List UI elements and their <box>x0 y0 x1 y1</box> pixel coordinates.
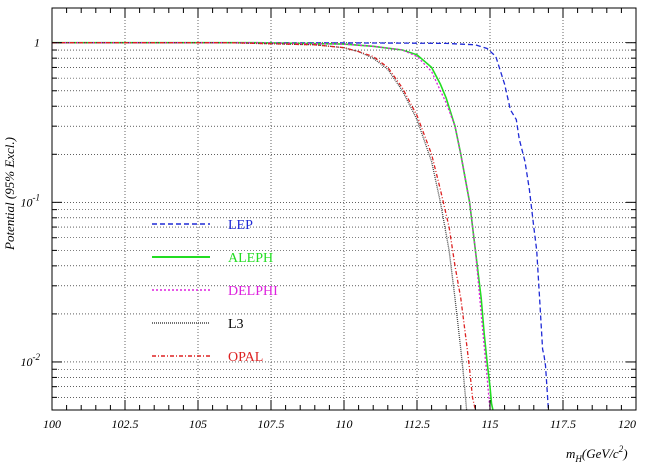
series-line-delphi <box>52 42 491 411</box>
x-tick-label: 102.5 <box>112 417 139 431</box>
legend: LEP ALEPH DELPHI L3 OPAL <box>152 218 278 365</box>
x-tick-label: 112.5 <box>404 417 430 431</box>
y-tick-label: 1 <box>34 36 40 50</box>
x-axis-title: mH(GeV/c2) <box>566 444 628 462</box>
legend-label-l3: L3 <box>228 317 244 332</box>
series-line-lep <box>52 42 550 411</box>
legend-label-lep: LEP <box>228 218 253 233</box>
series-line-l3 <box>52 42 468 411</box>
x-tick-label: 115 <box>481 417 498 431</box>
x-tick-label: 117.5 <box>550 417 576 431</box>
series-line-aleph <box>52 41 494 411</box>
y-axis-title: Potential (95% Excl.) <box>2 137 17 251</box>
x-tick-label: 120 <box>618 417 636 431</box>
series-line-opal <box>52 42 477 411</box>
x-tick-label: 105 <box>189 417 207 431</box>
legend-label-aleph: ALEPH <box>228 251 273 266</box>
x-tick-label: 100 <box>43 417 61 431</box>
axis-ticks: 100 102.5 105 107.5 110 112.5 115 117.5 120 1 10-1… <box>21 8 637 431</box>
legend-label-delphi: DELPHI <box>228 284 278 299</box>
y-tick-label: 10-2 <box>21 352 41 369</box>
grid-lines <box>51 8 637 411</box>
series-lines <box>52 41 550 411</box>
x-tick-label: 107.5 <box>258 417 285 431</box>
y-tick-label: 10-1 <box>21 192 41 209</box>
x-tick-label: 110 <box>335 417 352 431</box>
legend-label-opal: OPAL <box>228 350 263 365</box>
